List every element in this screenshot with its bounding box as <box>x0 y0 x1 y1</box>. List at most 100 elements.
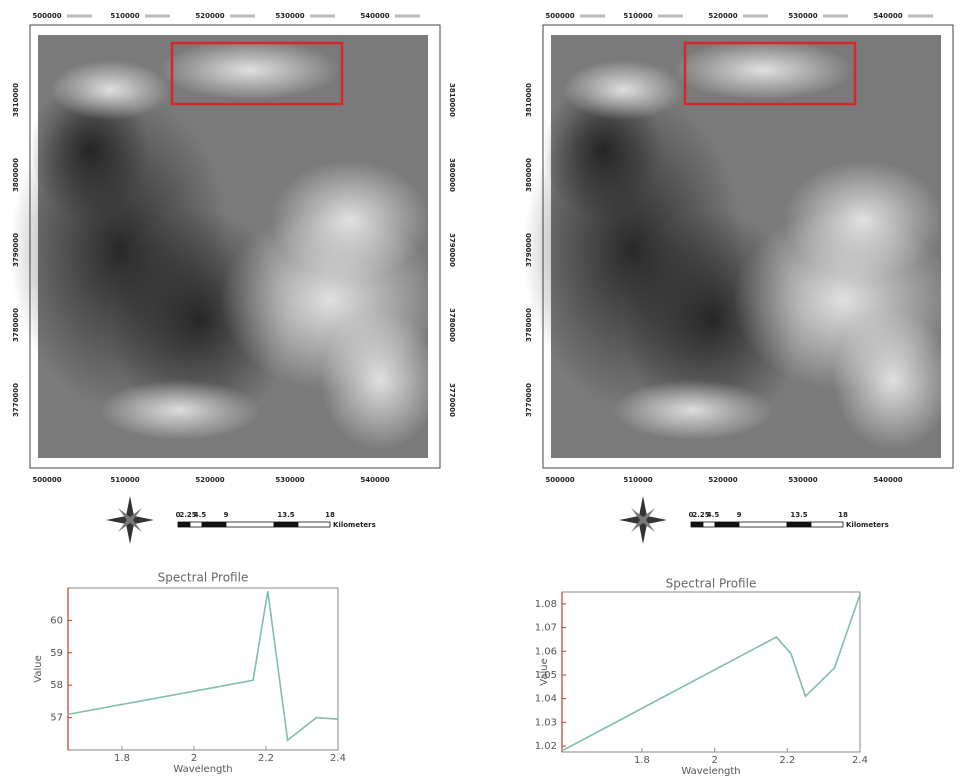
scale-label: 4.5 <box>707 511 720 519</box>
map-x-label: 540000 <box>873 476 902 484</box>
map-y-label: 3800000 <box>12 158 20 192</box>
scale-label: 13.5 <box>277 511 294 519</box>
x-tick-label: 2 <box>711 755 717 766</box>
map-y-label: 3790000 <box>12 233 20 267</box>
map-y-label: 3770000 <box>448 383 456 417</box>
scale-label: 18 <box>325 511 335 519</box>
map-x-label: 540000 <box>360 12 389 20</box>
map-x-label: 530000 <box>788 12 817 20</box>
chart-title: Spectral Profile <box>666 577 757 591</box>
map-x-label: 500000 <box>32 476 61 484</box>
map-y-label: 3770000 <box>12 383 20 417</box>
scale-label: 13.5 <box>790 511 807 519</box>
map-x-label: 520000 <box>195 12 224 20</box>
x-tick-label: 2.4 <box>852 755 868 766</box>
map-y-label: 3780000 <box>525 308 533 342</box>
map-x-label: 530000 <box>275 476 304 484</box>
scale-label: 2.25 <box>692 511 709 519</box>
map-y-label: 3810000 <box>525 83 533 117</box>
scale-segment <box>702 521 716 528</box>
map-y-label: 3780000 <box>12 308 20 342</box>
scale-segment <box>714 521 740 528</box>
scale-segment <box>189 521 203 528</box>
map-x-label: 510000 <box>623 12 652 20</box>
scale-segment <box>201 521 227 528</box>
scale-label: 0 <box>176 511 181 519</box>
scale-segment <box>690 521 704 528</box>
map-texture <box>833 310 953 450</box>
scale-segment <box>786 521 812 528</box>
y-axis-label: Value <box>33 655 44 682</box>
north-arrow-star <box>118 508 142 532</box>
map-texture <box>673 40 853 100</box>
y-tick-label: 1.08 <box>535 599 557 610</box>
map-panel: 500000 500000 510000 510000 520000 520000 5300… <box>10 12 456 544</box>
plot-frame <box>67 587 339 751</box>
scale-segment <box>810 521 844 528</box>
map-x-label: 510000 <box>623 476 652 484</box>
map-x-label: 520000 <box>195 476 224 484</box>
map-y-label: 3780000 <box>448 308 456 342</box>
scale-unit: Kilometers <box>846 521 889 529</box>
map-x-label: 520000 <box>708 12 737 20</box>
scale-segment <box>225 521 275 528</box>
north-arrow <box>106 496 154 544</box>
north-arrow-star <box>631 508 655 532</box>
y-axis-label: Value <box>539 658 550 685</box>
highlight-box <box>170 41 344 106</box>
scale-label: 9 <box>737 511 742 519</box>
scale-label: 9 <box>224 511 229 519</box>
map-texture <box>563 60 683 120</box>
y-tick-label: 1.06 <box>535 646 557 657</box>
map-x-label: 540000 <box>360 476 389 484</box>
x-tick-label: 1.8 <box>634 755 650 766</box>
highlight-box <box>683 41 857 106</box>
map-texture <box>50 60 170 120</box>
map-x-label: 510000 <box>110 476 139 484</box>
scale-segment <box>177 521 191 528</box>
scale-unit: Kilometers <box>333 521 376 529</box>
scale-segment <box>273 521 299 528</box>
y-tick-label: 1.02 <box>535 741 557 752</box>
y-tick-label: 1.03 <box>535 717 557 728</box>
map-x-label: 530000 <box>788 476 817 484</box>
map-texture <box>613 380 773 440</box>
x-axis-label: Wavelength <box>681 766 740 777</box>
map-y-label: 3790000 <box>525 233 533 267</box>
map-y-label: 3790000 <box>448 233 456 267</box>
x-axis-label: Wavelength <box>173 764 232 775</box>
map-y-label: 3800000 <box>525 158 533 192</box>
y-tick-label: 1.05 <box>535 670 557 681</box>
map-x-label: 510000 <box>110 12 139 20</box>
map-y-label: 3800000 <box>448 158 456 192</box>
y-tick-label: 59 <box>50 648 63 659</box>
map-x-label: 520000 <box>708 476 737 484</box>
x-tick-label: 2 <box>191 753 197 764</box>
map-y-label: 3810000 <box>12 83 20 117</box>
map-x-label: 530000 <box>275 12 304 20</box>
map-panel: 500000 500000 510000 510000 520000 520000 5300… <box>523 12 954 544</box>
data-line <box>561 594 861 752</box>
map-x-label: 540000 <box>873 12 902 20</box>
x-tick-label: 2.2 <box>258 753 274 764</box>
map-y-label: 3770000 <box>525 383 533 417</box>
x-tick-label: 1.8 <box>114 753 130 764</box>
chart-title: Spectral Profile <box>158 571 249 585</box>
scale-label: 4.5 <box>194 511 207 519</box>
map-x-label: 500000 <box>32 12 61 20</box>
scale-label: 18 <box>838 511 848 519</box>
scale-label: 0 <box>689 511 694 519</box>
map-texture <box>320 310 440 450</box>
y-tick-label: 57 <box>50 713 63 724</box>
y-tick-label: 1.07 <box>535 623 557 634</box>
y-tick-label: 58 <box>50 680 63 691</box>
map-x-label: 500000 <box>545 476 574 484</box>
data-line <box>67 591 339 742</box>
map-y-label: 3810000 <box>448 83 456 117</box>
scale-label: 2.25 <box>179 511 196 519</box>
map-x-label: 500000 <box>545 12 574 20</box>
north-arrow <box>619 496 667 544</box>
scale-segment <box>297 521 331 528</box>
y-tick-label: 1.04 <box>535 694 557 705</box>
